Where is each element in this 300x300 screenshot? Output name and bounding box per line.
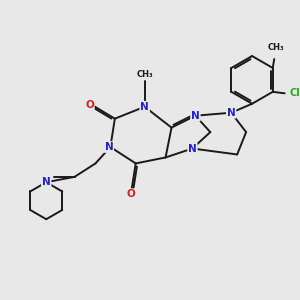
Text: N: N xyxy=(42,177,51,187)
Text: N: N xyxy=(191,111,200,121)
Text: N: N xyxy=(188,143,197,154)
Text: CH₃: CH₃ xyxy=(267,44,284,52)
Text: Cl: Cl xyxy=(289,88,300,98)
Text: O: O xyxy=(127,189,136,199)
Text: O: O xyxy=(85,100,94,110)
Text: N: N xyxy=(104,142,113,152)
Text: N: N xyxy=(227,108,236,118)
Text: N: N xyxy=(140,102,149,112)
Text: CH₃: CH₃ xyxy=(136,70,153,79)
